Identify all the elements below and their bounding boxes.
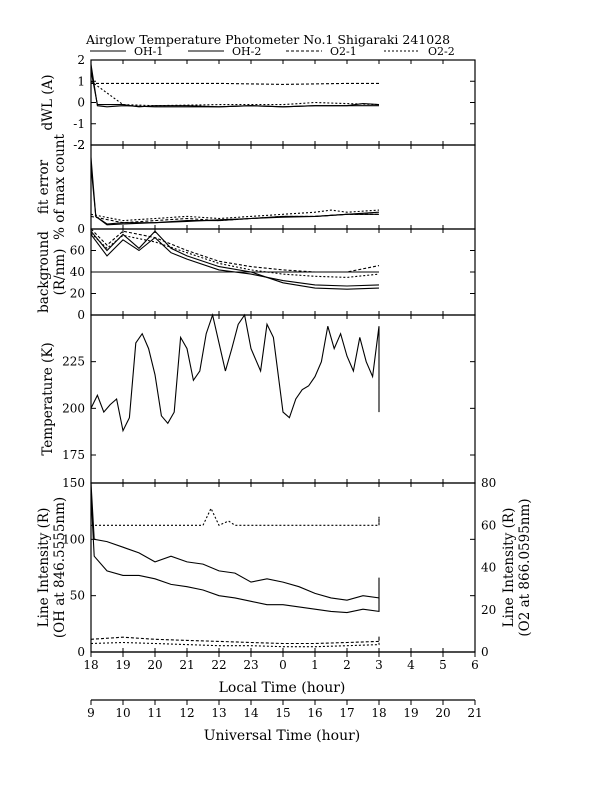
series-background-o2-2 (90, 232, 380, 278)
panel-fit_error: 0 2 fit error% of max count (36, 134, 476, 240)
ytick-label-intensity-2: 100 (62, 532, 85, 546)
universal-time-axis-tick-label-10: 19 (403, 706, 418, 720)
ylabel-fit_error-0: fit error (36, 159, 52, 214)
ytick-label-intensity-0: 0 (77, 645, 85, 659)
local-time-axis-tick-label-8: 2 (343, 658, 351, 672)
legend-label-o2-2: O2-2 (428, 45, 455, 58)
ytick-right-label-intensity-2: 40 (481, 561, 496, 575)
local-time-axis-tick-label-9: 3 (375, 658, 383, 672)
panel-frame-temperature (90, 314, 476, 484)
panel-frame-dwl (90, 59, 476, 146)
ylabel-dwl-0: dWL (A) (40, 74, 56, 130)
universal-time-axis-tick-label-5: 14 (243, 706, 259, 720)
legend-label-oh-2: OH-2 (232, 45, 261, 58)
universal-time-axis-tick-label-1: 10 (115, 706, 130, 720)
series-fit_error-o2-1 (90, 213, 379, 224)
ylabel-intensity-1: (OH at 846.5555nm) (52, 497, 68, 638)
universal-time-axis-title: Universal Time (hour) (204, 728, 361, 744)
series-fit_error-o2-2 (90, 209, 380, 222)
ytick-label-fit_error-0: 0 (77, 222, 85, 236)
series-dwl-oh-2 (90, 70, 380, 108)
ylabel-background-0: background (36, 231, 52, 313)
local-time-axis-tick-label-1: 19 (115, 658, 130, 672)
universal-time-axis-tick-label-8: 17 (339, 706, 354, 720)
ylabel-fit_error-1: % of max count (52, 134, 68, 240)
local-time-axis-tick-label-2: 20 (147, 658, 162, 672)
ylabel-temperature-0: Temperature (K) (40, 342, 56, 455)
local-time-axis-tick-label-10: 4 (407, 658, 415, 672)
legend: OH-1 OH-2 O2-1 O2-2 (90, 45, 455, 58)
ytick-label-temperature-0: 175 (62, 448, 85, 462)
local-time-axis-tick-label-3: 21 (179, 658, 194, 672)
ytick-label-fit_error-1: 2 (77, 138, 85, 152)
ytick-label-background-2: 40 (70, 265, 85, 279)
series-background-oh-1 (90, 230, 380, 290)
series-background-o2-1 (90, 228, 380, 273)
panel-frame-intensity (90, 482, 476, 653)
legend-label-o2-1: O2-1 (330, 45, 357, 58)
panel-dwl: -2 -1 0 1 2 dWL (A) (40, 53, 476, 152)
universal-time-axis-tick-label-0: 9 (87, 706, 95, 720)
universal-time-axis-tick-label-12: 21 (467, 706, 482, 720)
series-intensity-o2-ref (91, 507, 380, 527)
series-background-oh-2 (90, 234, 380, 287)
ylabel-right-intensity-1: (O2 at 866.0595nm) (517, 498, 533, 636)
universal-time-axis-tick-label-2: 11 (147, 706, 162, 720)
ytick-label-dwl-4: 2 (77, 53, 85, 67)
panel-temperature: 175 200 225 Temperature (K) (40, 312, 476, 484)
ytick-label-dwl-0: -2 (73, 138, 85, 152)
ytick-label-temperature-1: 200 (62, 401, 85, 415)
universal-time-axis-tick-label-7: 16 (307, 706, 322, 720)
ytick-label-temperature-2: 225 (62, 355, 85, 369)
series-intensity-o2-1 (90, 635, 380, 645)
ytick-label-background-1: 20 (70, 287, 85, 301)
local-time-axis-tick-label-5: 23 (243, 658, 258, 672)
panel-background: 0 20 40 60 background (R/nm) (36, 228, 476, 322)
universal-time-axis-tick-label-4: 13 (211, 706, 226, 720)
ylabel-intensity-0: Line Intensity (R) (36, 508, 52, 628)
legend-label-oh-1: OH-1 (134, 45, 163, 58)
local-time-axis-tick-label-7: 1 (311, 658, 319, 672)
local-time-axis-tick-label-11: 5 (439, 658, 447, 672)
series-dwl-o2-2 (90, 80, 380, 107)
ytick-label-dwl-2: 0 (77, 96, 85, 110)
ytick-right-label-intensity-3: 60 (481, 518, 496, 532)
series-dwl-oh-1 (90, 64, 379, 108)
ytick-label-dwl-3: 1 (77, 74, 85, 88)
ytick-label-intensity-1: 50 (70, 589, 85, 603)
ytick-right-label-intensity-1: 20 (481, 603, 496, 617)
universal-time-axis-tick-label-11: 20 (435, 706, 450, 720)
ylabel-right-intensity-0: Line Intensity (R) (501, 508, 517, 628)
ytick-right-label-intensity-0: 0 (481, 645, 489, 659)
ytick-label-background-0: 0 (77, 308, 85, 322)
chart-title: Airglow Temperature Photometer No.1 Shig… (85, 32, 450, 47)
ylabel-background-1: (R/nm) (52, 249, 68, 296)
universal-time-axis-tick-label-6: 15 (275, 706, 290, 720)
universal-time-axis-tick-label-9: 18 (371, 706, 386, 720)
series-intensity-oh-2 (90, 494, 380, 614)
universal-time-axis-tick-label-3: 12 (179, 706, 194, 720)
series-temperature-oh-1 (90, 312, 380, 433)
ytick-label-background-3: 60 (70, 244, 85, 258)
series-intensity-o2-2 (90, 639, 380, 648)
local-time-axis-tick-label-0: 18 (83, 658, 98, 672)
ytick-right-label-intensity-4: 80 (481, 476, 496, 490)
local-time-axis-tick-label-4: 22 (211, 658, 226, 672)
series-intensity-oh-1 (90, 482, 380, 601)
local-time-axis-title: Local Time (hour) (219, 680, 346, 696)
series-dwl-o2-1 (91, 82, 379, 85)
ytick-label-dwl-1: -1 (73, 117, 85, 131)
local-time-axis-tick-label-12: 6 (471, 658, 479, 672)
ytick-label-intensity-3: 150 (62, 476, 85, 490)
local-time-axis-tick-label-6: 0 (279, 658, 287, 672)
